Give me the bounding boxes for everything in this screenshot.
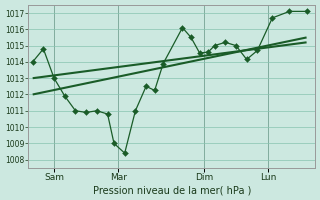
X-axis label: Pression niveau de la mer( hPa ): Pression niveau de la mer( hPa ) (92, 185, 251, 195)
